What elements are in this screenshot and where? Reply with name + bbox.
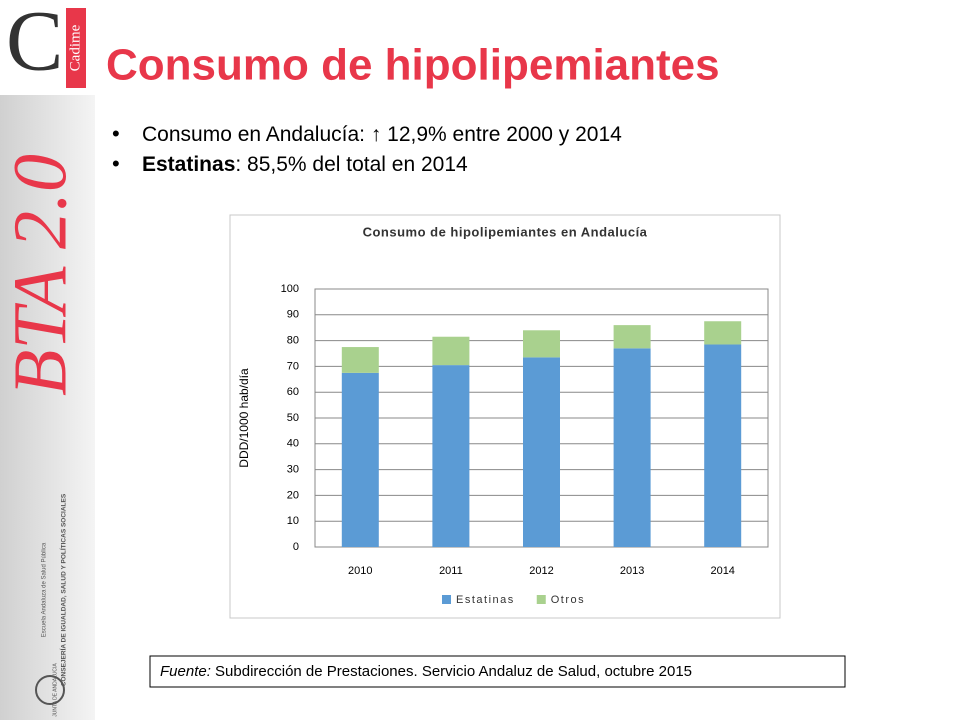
legend-label: Estatinas bbox=[456, 594, 515, 606]
source-text: Subdirección de Prestaciones. Servicio A… bbox=[211, 663, 692, 680]
logo-band bbox=[66, 8, 86, 88]
y-tick-label: 80 bbox=[287, 335, 299, 347]
bullet-text: : 85,5% del total en 2014 bbox=[235, 153, 468, 176]
y-tick-label: 0 bbox=[293, 541, 299, 553]
bar bbox=[432, 336, 470, 366]
sidebar bbox=[0, 95, 95, 720]
y-tick-label: 100 bbox=[281, 283, 299, 295]
bar bbox=[432, 365, 470, 547]
source-label: Fuente: bbox=[160, 663, 211, 680]
y-tick-label: 20 bbox=[287, 489, 299, 501]
legend-swatch bbox=[536, 595, 546, 604]
slide-title: Consumo de hipolipemiantes bbox=[106, 41, 720, 90]
bar bbox=[341, 372, 379, 547]
bar bbox=[341, 347, 379, 373]
bullet-mark: • bbox=[112, 151, 120, 176]
side-org: JUNTA DE ANDALUCIA bbox=[52, 663, 58, 717]
y-tick-label: 10 bbox=[287, 515, 299, 527]
bullet-mark: • bbox=[112, 121, 120, 146]
bar bbox=[523, 357, 560, 547]
source: Fuente: Subdirección de Prestaciones. Se… bbox=[160, 663, 692, 680]
y-tick-label: 30 bbox=[287, 464, 299, 476]
side-org: Escuela Andaluza de Salud Pública bbox=[42, 542, 48, 637]
x-tick-label: 2011 bbox=[439, 565, 463, 577]
side-org: CONSEJERÍA DE IGUALDAD, SALUD Y POLÍTICA… bbox=[59, 493, 68, 686]
bar bbox=[523, 330, 560, 358]
bar bbox=[704, 344, 742, 547]
legend-label: Otros bbox=[551, 594, 585, 606]
x-tick-label: 2010 bbox=[348, 565, 372, 577]
bullet: Consumo en Andalucía: ↑ 12,9% entre 2000… bbox=[142, 123, 622, 146]
logo-brand: Cadime bbox=[67, 24, 83, 71]
x-tick-label: 2014 bbox=[710, 565, 734, 577]
logo-letter: C bbox=[6, 0, 63, 89]
legend-swatch bbox=[442, 595, 451, 604]
bullet-bold: Estatinas bbox=[142, 153, 235, 176]
y-tick-label: 60 bbox=[287, 386, 299, 398]
x-tick-label: 2012 bbox=[529, 565, 553, 577]
y-tick-label: 90 bbox=[287, 309, 299, 321]
bar bbox=[613, 325, 651, 349]
y-tick-label: 40 bbox=[287, 438, 299, 450]
x-tick-label: 2013 bbox=[620, 565, 644, 577]
bar bbox=[704, 321, 742, 345]
side-title: BTA 2.0 bbox=[0, 154, 82, 396]
bar bbox=[613, 348, 651, 547]
chart-title: Consumo de hipolipemiantes en Andalucía bbox=[363, 224, 648, 239]
bullet-text: Consumo en Andalucía: ↑ 12,9% entre 2000… bbox=[142, 123, 622, 146]
chart-frame bbox=[229, 214, 781, 619]
y-axis-label: DDD/1000 hab/día bbox=[237, 368, 251, 468]
y-tick-label: 50 bbox=[287, 412, 299, 424]
source-box bbox=[149, 655, 846, 688]
org-logo bbox=[35, 675, 65, 705]
bullet: Estatinas: 85,5% del total en 2014 bbox=[142, 153, 468, 176]
y-tick-label: 70 bbox=[287, 360, 299, 372]
